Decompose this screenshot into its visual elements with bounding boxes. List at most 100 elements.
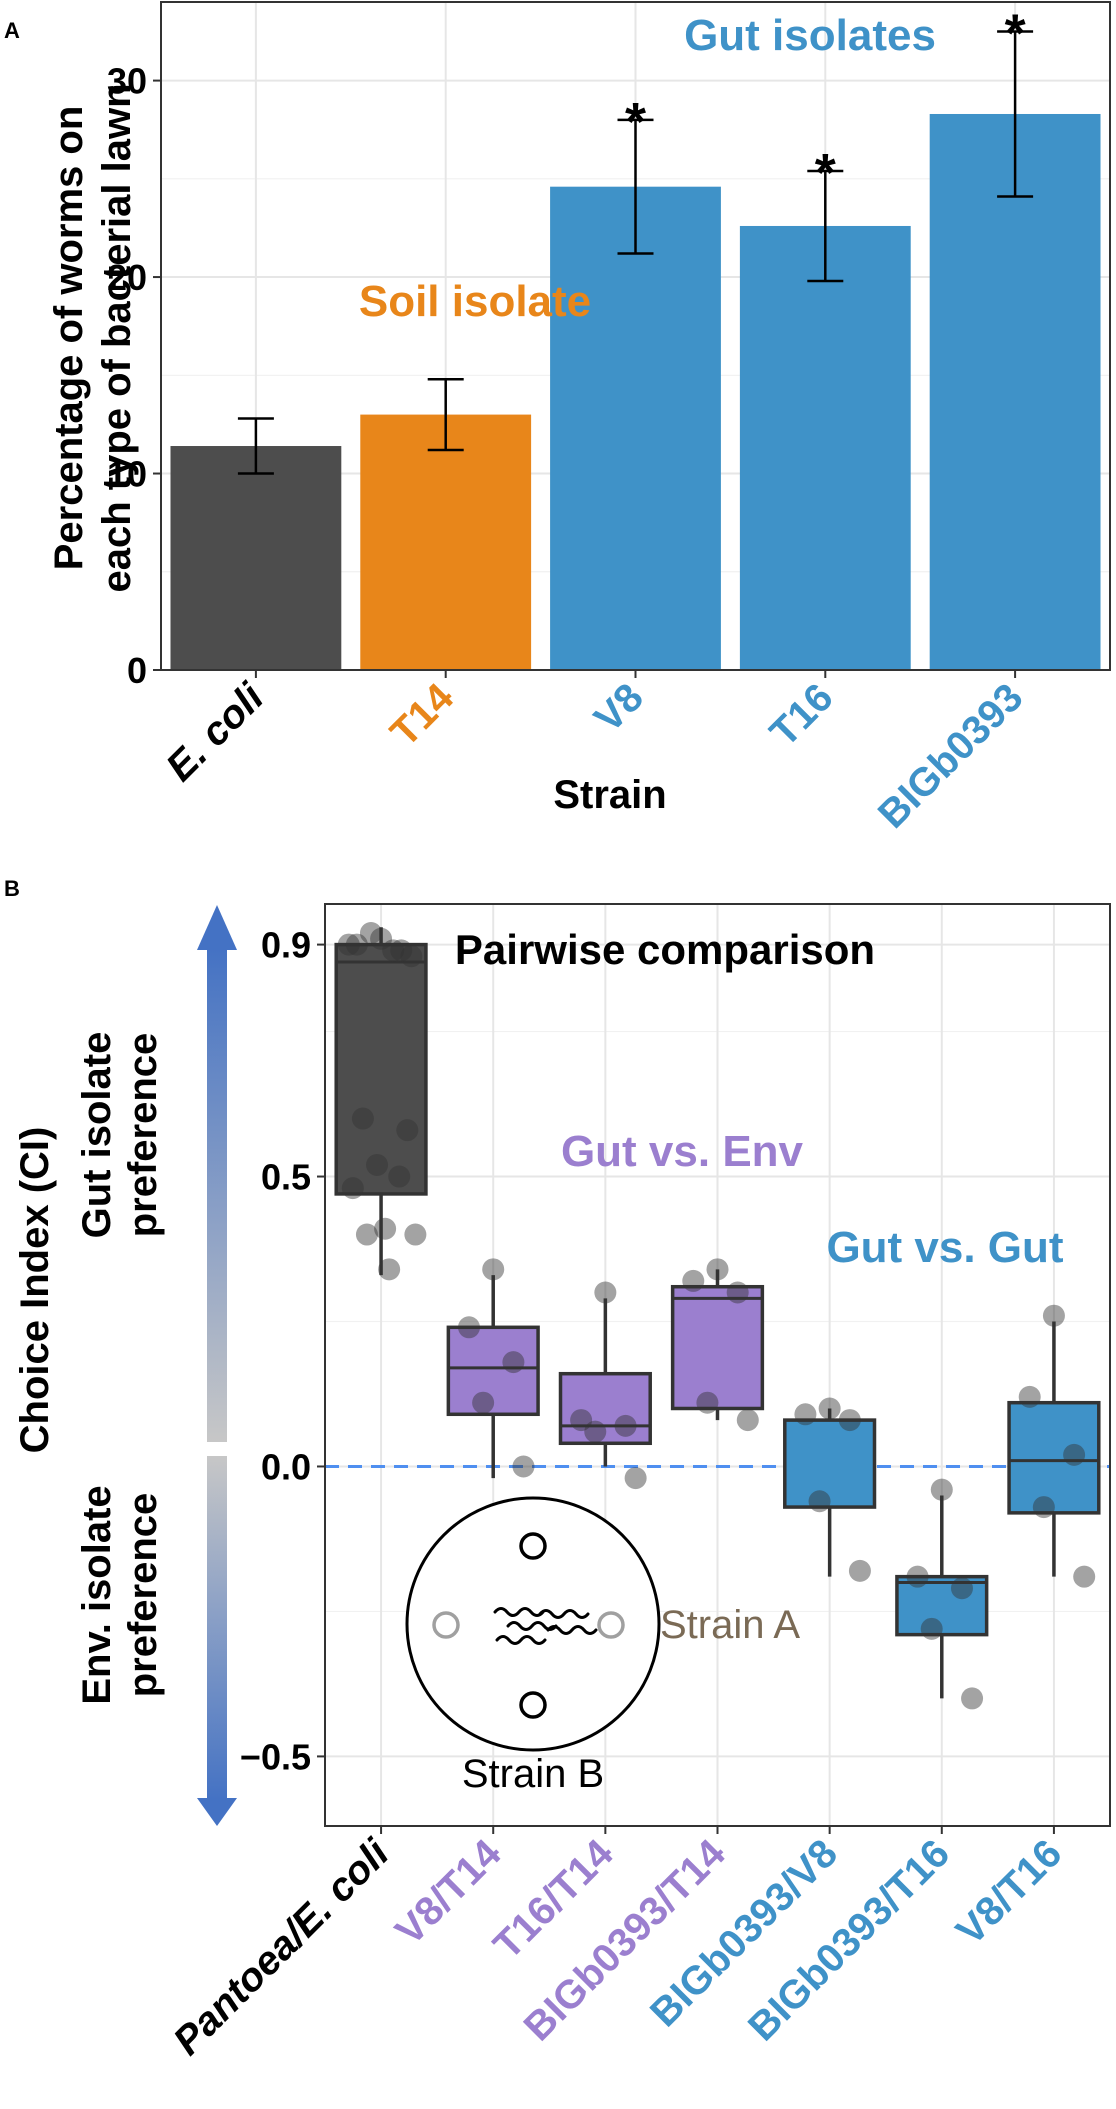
data-point (351, 1107, 374, 1130)
data-point (614, 1414, 637, 1437)
x-category-label: Pantoea/E. coli (165, 1831, 398, 2064)
data-point (736, 1409, 759, 1432)
data-point (404, 1223, 427, 1246)
data-point (706, 1258, 729, 1281)
data-point (682, 1269, 705, 1292)
bar (360, 414, 532, 670)
box (558, 1371, 652, 1446)
data-point (345, 933, 368, 956)
data-point (359, 921, 382, 944)
data-point (482, 1258, 505, 1281)
x-category-label: T16 (762, 675, 842, 755)
data-point (337, 933, 360, 956)
x-category-label: T14 (382, 675, 462, 755)
box (446, 1325, 540, 1417)
panel-a-label: A (4, 18, 20, 43)
data-point (584, 1420, 607, 1443)
env-preference-label: Env. isolatepreference (75, 1485, 165, 1704)
x-category-label: BIGb0393/T14 (516, 1831, 735, 2050)
data-point (1073, 1565, 1096, 1588)
data-point (355, 1223, 378, 1246)
data-point (961, 1687, 984, 1710)
arrow-shaft-up (207, 948, 227, 1442)
data-point (512, 1455, 535, 1478)
box (783, 1418, 877, 1509)
y-axis-title-line: Percentage of worms on (47, 106, 91, 571)
data-point (1032, 1496, 1055, 1519)
data-point (366, 1153, 389, 1176)
y-axis-title-line: each type of bacterial lawn (95, 83, 139, 592)
panel-b-label: B (4, 876, 20, 901)
worm-icon (493, 1607, 545, 1617)
x-category-label: V8/T16 (948, 1831, 1070, 1953)
data-point (374, 1217, 397, 1240)
y-tick-label: 10 (107, 454, 147, 495)
strain-b-spot-top (519, 1532, 547, 1560)
box (670, 1284, 765, 1411)
data-point (696, 1391, 719, 1414)
arrow-head-down (197, 1798, 237, 1826)
env-preference-label-line: Env. isolate (75, 1485, 119, 1704)
y-tick-label: 0 (127, 650, 147, 691)
data-point (1042, 1304, 1065, 1327)
data-point (906, 1565, 929, 1588)
box (334, 942, 428, 1196)
data-point (838, 1409, 861, 1432)
x-category-label: BIGb0393 (870, 675, 1032, 837)
data-point (370, 927, 393, 950)
box (1007, 1400, 1101, 1515)
y-tick-label: 30 (107, 61, 147, 102)
worm-icon (495, 1635, 547, 1645)
bar (550, 186, 721, 670)
data-point (378, 1258, 401, 1281)
x-category-label: BIGb0393/T16 (740, 1831, 958, 2049)
significance-star: * (625, 92, 646, 152)
y-axis-title: Choice Index (CI) (13, 1127, 57, 1454)
data-point (388, 1165, 411, 1188)
x-category-label: E. coli (158, 675, 273, 790)
data-point (570, 1409, 593, 1432)
y-tick-label: 0.9 (261, 925, 311, 966)
box (895, 1574, 989, 1637)
data-point (930, 1478, 953, 1501)
y-tick-label: 0.0 (261, 1446, 311, 1487)
worm-icon (546, 1625, 598, 1635)
data-point (624, 1467, 647, 1490)
strain-a-label: Strain A (660, 1603, 800, 1647)
data-point (502, 1351, 525, 1374)
y-tick-label: 0.5 (261, 1157, 311, 1198)
arrow-shaft-down (207, 1456, 227, 1800)
data-point (818, 1397, 841, 1420)
y-axis-title: Percentage of worms on each type of bacte… (47, 83, 139, 592)
bar (739, 225, 911, 670)
data-point (726, 1281, 749, 1304)
data-point (457, 1316, 480, 1339)
panel-title: Pairwise comparison (455, 926, 875, 973)
strain-a-spot-left (432, 1611, 460, 1639)
gut-preference-label-line: Gut isolate (75, 1032, 119, 1239)
data-point (382, 939, 405, 962)
data-point (848, 1559, 871, 1582)
data-point (400, 945, 423, 968)
bar (929, 113, 1101, 671)
annotation-soil-isolate: Soil isolate (359, 277, 591, 326)
data-point (920, 1617, 943, 1640)
x-axis-title: Strain (553, 773, 666, 817)
data-point (396, 1119, 419, 1142)
strain-a-spot-right (597, 1611, 625, 1639)
strain-b-spot-bottom (519, 1691, 547, 1719)
significance-star: * (1005, 3, 1026, 63)
env-preference-label-line: preference (121, 1493, 165, 1698)
worm-icon (538, 1609, 590, 1619)
gut-preference-label: Gut isolatepreference (75, 1032, 165, 1239)
bar (170, 446, 342, 670)
data-point (472, 1391, 495, 1414)
data-point (341, 1177, 364, 1200)
data-point (390, 939, 413, 962)
annotation-gut-vs-gut: Gut vs. Gut (826, 1223, 1063, 1272)
strain-b-label: Strain B (462, 1752, 604, 1796)
data-point (950, 1577, 973, 1600)
y-tick-label: 20 (107, 257, 147, 298)
